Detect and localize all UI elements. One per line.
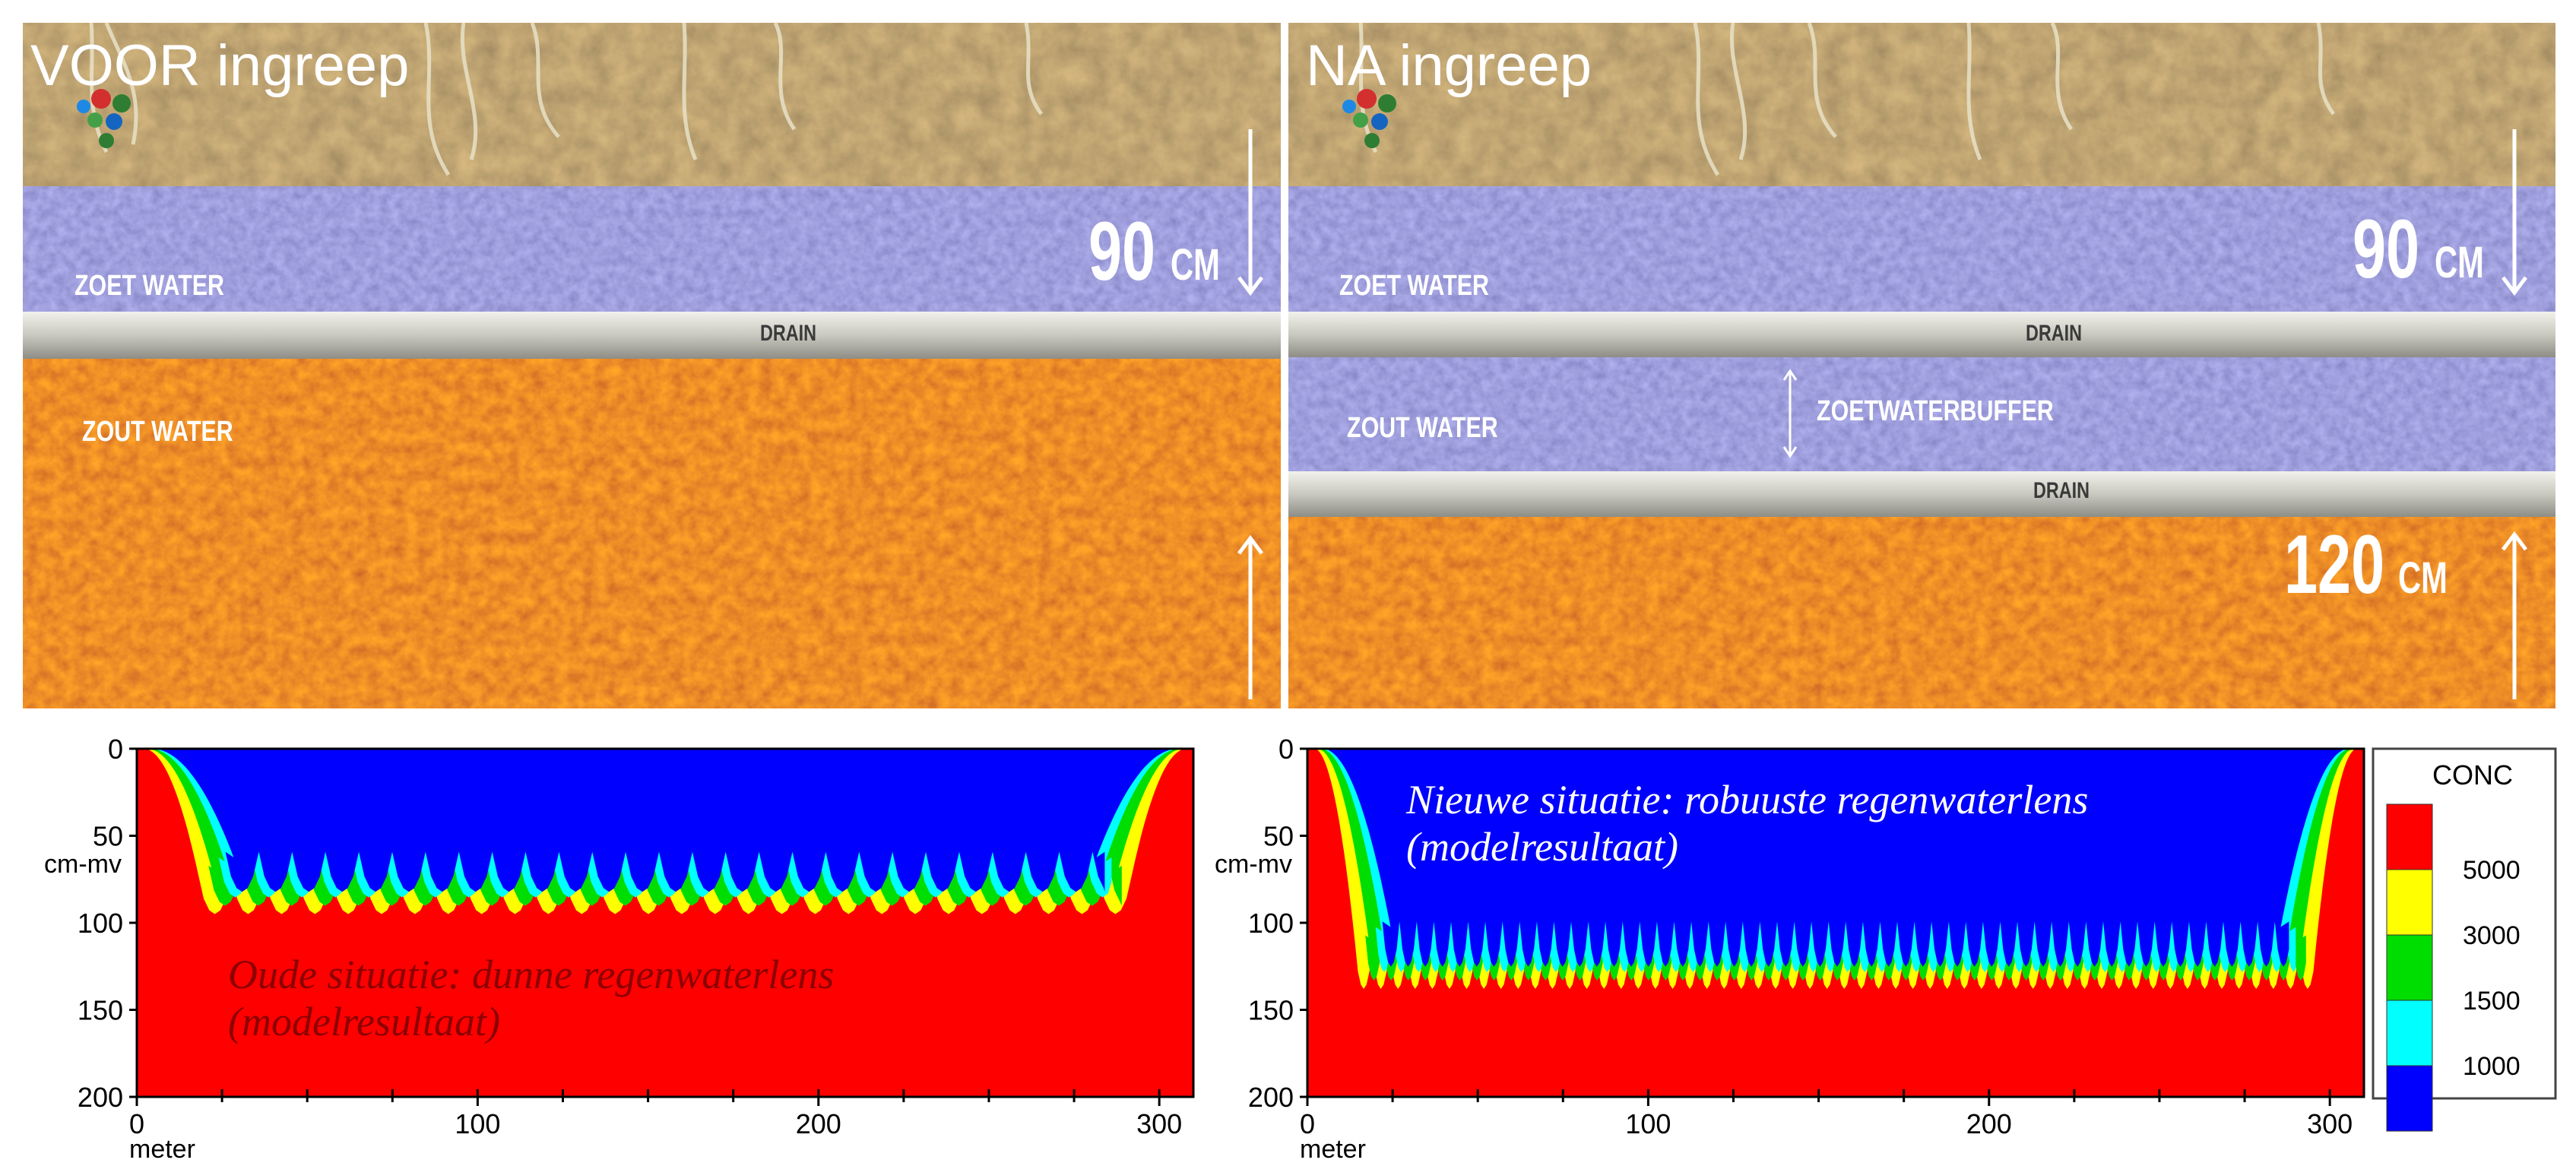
depth-unit: CM bbox=[2398, 553, 2448, 602]
photo-right: DRAIN DRAIN ZOET WATER ZOUT WATER ZOETWA… bbox=[1288, 21, 2555, 708]
roots bbox=[89, 21, 1044, 176]
legend-label: 3000 bbox=[2463, 921, 2521, 950]
fresh-water-label: ZOET WATER bbox=[74, 270, 224, 302]
chart-annotation: (modelresultaat) bbox=[1406, 824, 1678, 870]
salt-water-layer bbox=[1288, 517, 2555, 708]
drain-label: DRAIN bbox=[2026, 320, 2082, 345]
drain-pipe-upper bbox=[1288, 312, 2555, 357]
x-axis-label: meter bbox=[1300, 1135, 1366, 1163]
legend-swatch bbox=[2386, 869, 2433, 936]
legend-title: CONC bbox=[2432, 759, 2513, 791]
soil-layer bbox=[1288, 23, 2555, 198]
y-tick-label: 150 bbox=[1248, 995, 1294, 1026]
x-tick-label: 300 bbox=[1136, 1108, 1182, 1139]
legend-swatch bbox=[2386, 1000, 2433, 1066]
drain-label: DRAIN bbox=[2033, 477, 2090, 502]
x-tick-label: 300 bbox=[2307, 1108, 2353, 1139]
y-tick-label: 0 bbox=[108, 734, 123, 765]
depth-marker-90: 90 CM bbox=[2353, 202, 2484, 296]
x-tick-label: 200 bbox=[1966, 1108, 2012, 1139]
legend-items: 5000 3000 1500 1000 bbox=[2386, 803, 2521, 1132]
x-tick-label: 0 bbox=[1300, 1108, 1315, 1139]
fresh-water-layer bbox=[23, 186, 1281, 312]
chart-annotation: (modelresultaat) bbox=[228, 999, 500, 1044]
y-axis-label: cm-mv bbox=[1215, 850, 1292, 879]
x-tick-label: 200 bbox=[796, 1108, 841, 1139]
legend-label: 1500 bbox=[2463, 987, 2521, 1016]
zone-fresh bbox=[1322, 749, 2349, 967]
depth-marker-90: 90 CM bbox=[1088, 204, 1220, 298]
salt-water-label: ZOUT WATER bbox=[1347, 412, 1498, 444]
y-tick-label: 100 bbox=[1248, 908, 1294, 939]
x-tick-label: 100 bbox=[1625, 1108, 1671, 1139]
arrow-up-icon bbox=[2502, 531, 2527, 699]
y-tick-label: 200 bbox=[1248, 1082, 1294, 1113]
y-tick-label: 100 bbox=[78, 908, 123, 939]
arrow-down-icon bbox=[1237, 129, 1263, 296]
fresh-water-buffer-layer bbox=[1288, 357, 2555, 471]
arrow-down-icon bbox=[2502, 129, 2527, 296]
y-tick-label: 50 bbox=[93, 821, 123, 852]
photo-title: VOOR ingreep bbox=[30, 33, 409, 98]
logo-icon bbox=[1342, 89, 1396, 148]
photo-divider bbox=[1281, 23, 1288, 708]
buffer-label: ZOETWATERBUFFER bbox=[1817, 395, 2054, 427]
depth-value: 90 bbox=[2353, 202, 2419, 296]
chart-annotation: Nieuwe situatie: robuuste regenwaterlens bbox=[1405, 777, 2088, 822]
depth-value: 120 bbox=[2284, 518, 2384, 611]
salt-water-layer bbox=[23, 359, 1281, 708]
legend-label: 1000 bbox=[2463, 1052, 2521, 1081]
legend-swatch bbox=[2386, 803, 2433, 870]
depth-unit: CM bbox=[1171, 239, 1220, 289]
legend-label: 5000 bbox=[2463, 856, 2521, 885]
zone-fresh bbox=[151, 749, 1179, 892]
soil-layer bbox=[23, 23, 1281, 198]
y-tick-label: 150 bbox=[78, 995, 123, 1026]
depth-unit: CM bbox=[2435, 237, 2484, 287]
y-tick-label: 200 bbox=[78, 1082, 123, 1113]
photo-left: DRAIN ZOET WATER ZOUT WATER 90 CM VOOR i… bbox=[23, 21, 1281, 708]
arrow-up-icon bbox=[1237, 534, 1263, 699]
x-axis-label: meter bbox=[129, 1135, 195, 1163]
photo-title: NA ingreep bbox=[1306, 33, 1592, 98]
x-tick-label: 100 bbox=[455, 1108, 500, 1139]
salt-water-label: ZOUT WATER bbox=[82, 416, 233, 448]
logo-icon bbox=[77, 89, 131, 148]
double-arrow-icon bbox=[1782, 369, 1798, 458]
chart-annotation: Oude situatie: dunne regenwaterlens bbox=[228, 952, 834, 997]
legend-swatch bbox=[2386, 1065, 2433, 1132]
drain-pipe-lower bbox=[1288, 471, 2555, 517]
y-tick-label: 0 bbox=[1278, 734, 1294, 765]
fresh-water-layer bbox=[1288, 186, 2555, 312]
drain-pipe bbox=[23, 312, 1281, 359]
x-tick-label: 0 bbox=[129, 1108, 144, 1139]
drain-label: DRAIN bbox=[760, 320, 816, 345]
depth-marker-120: 120 CM bbox=[2284, 518, 2448, 611]
y-axis-label: cm-mv bbox=[44, 850, 122, 879]
y-tick-label: 50 bbox=[1263, 821, 1294, 852]
fresh-water-label: ZOET WATER bbox=[1339, 270, 1489, 302]
depth-value: 90 bbox=[1088, 204, 1155, 298]
legend-swatch bbox=[2386, 934, 2433, 1001]
legend: CONC 5000 3000 1500 1000 bbox=[2372, 747, 2557, 1132]
